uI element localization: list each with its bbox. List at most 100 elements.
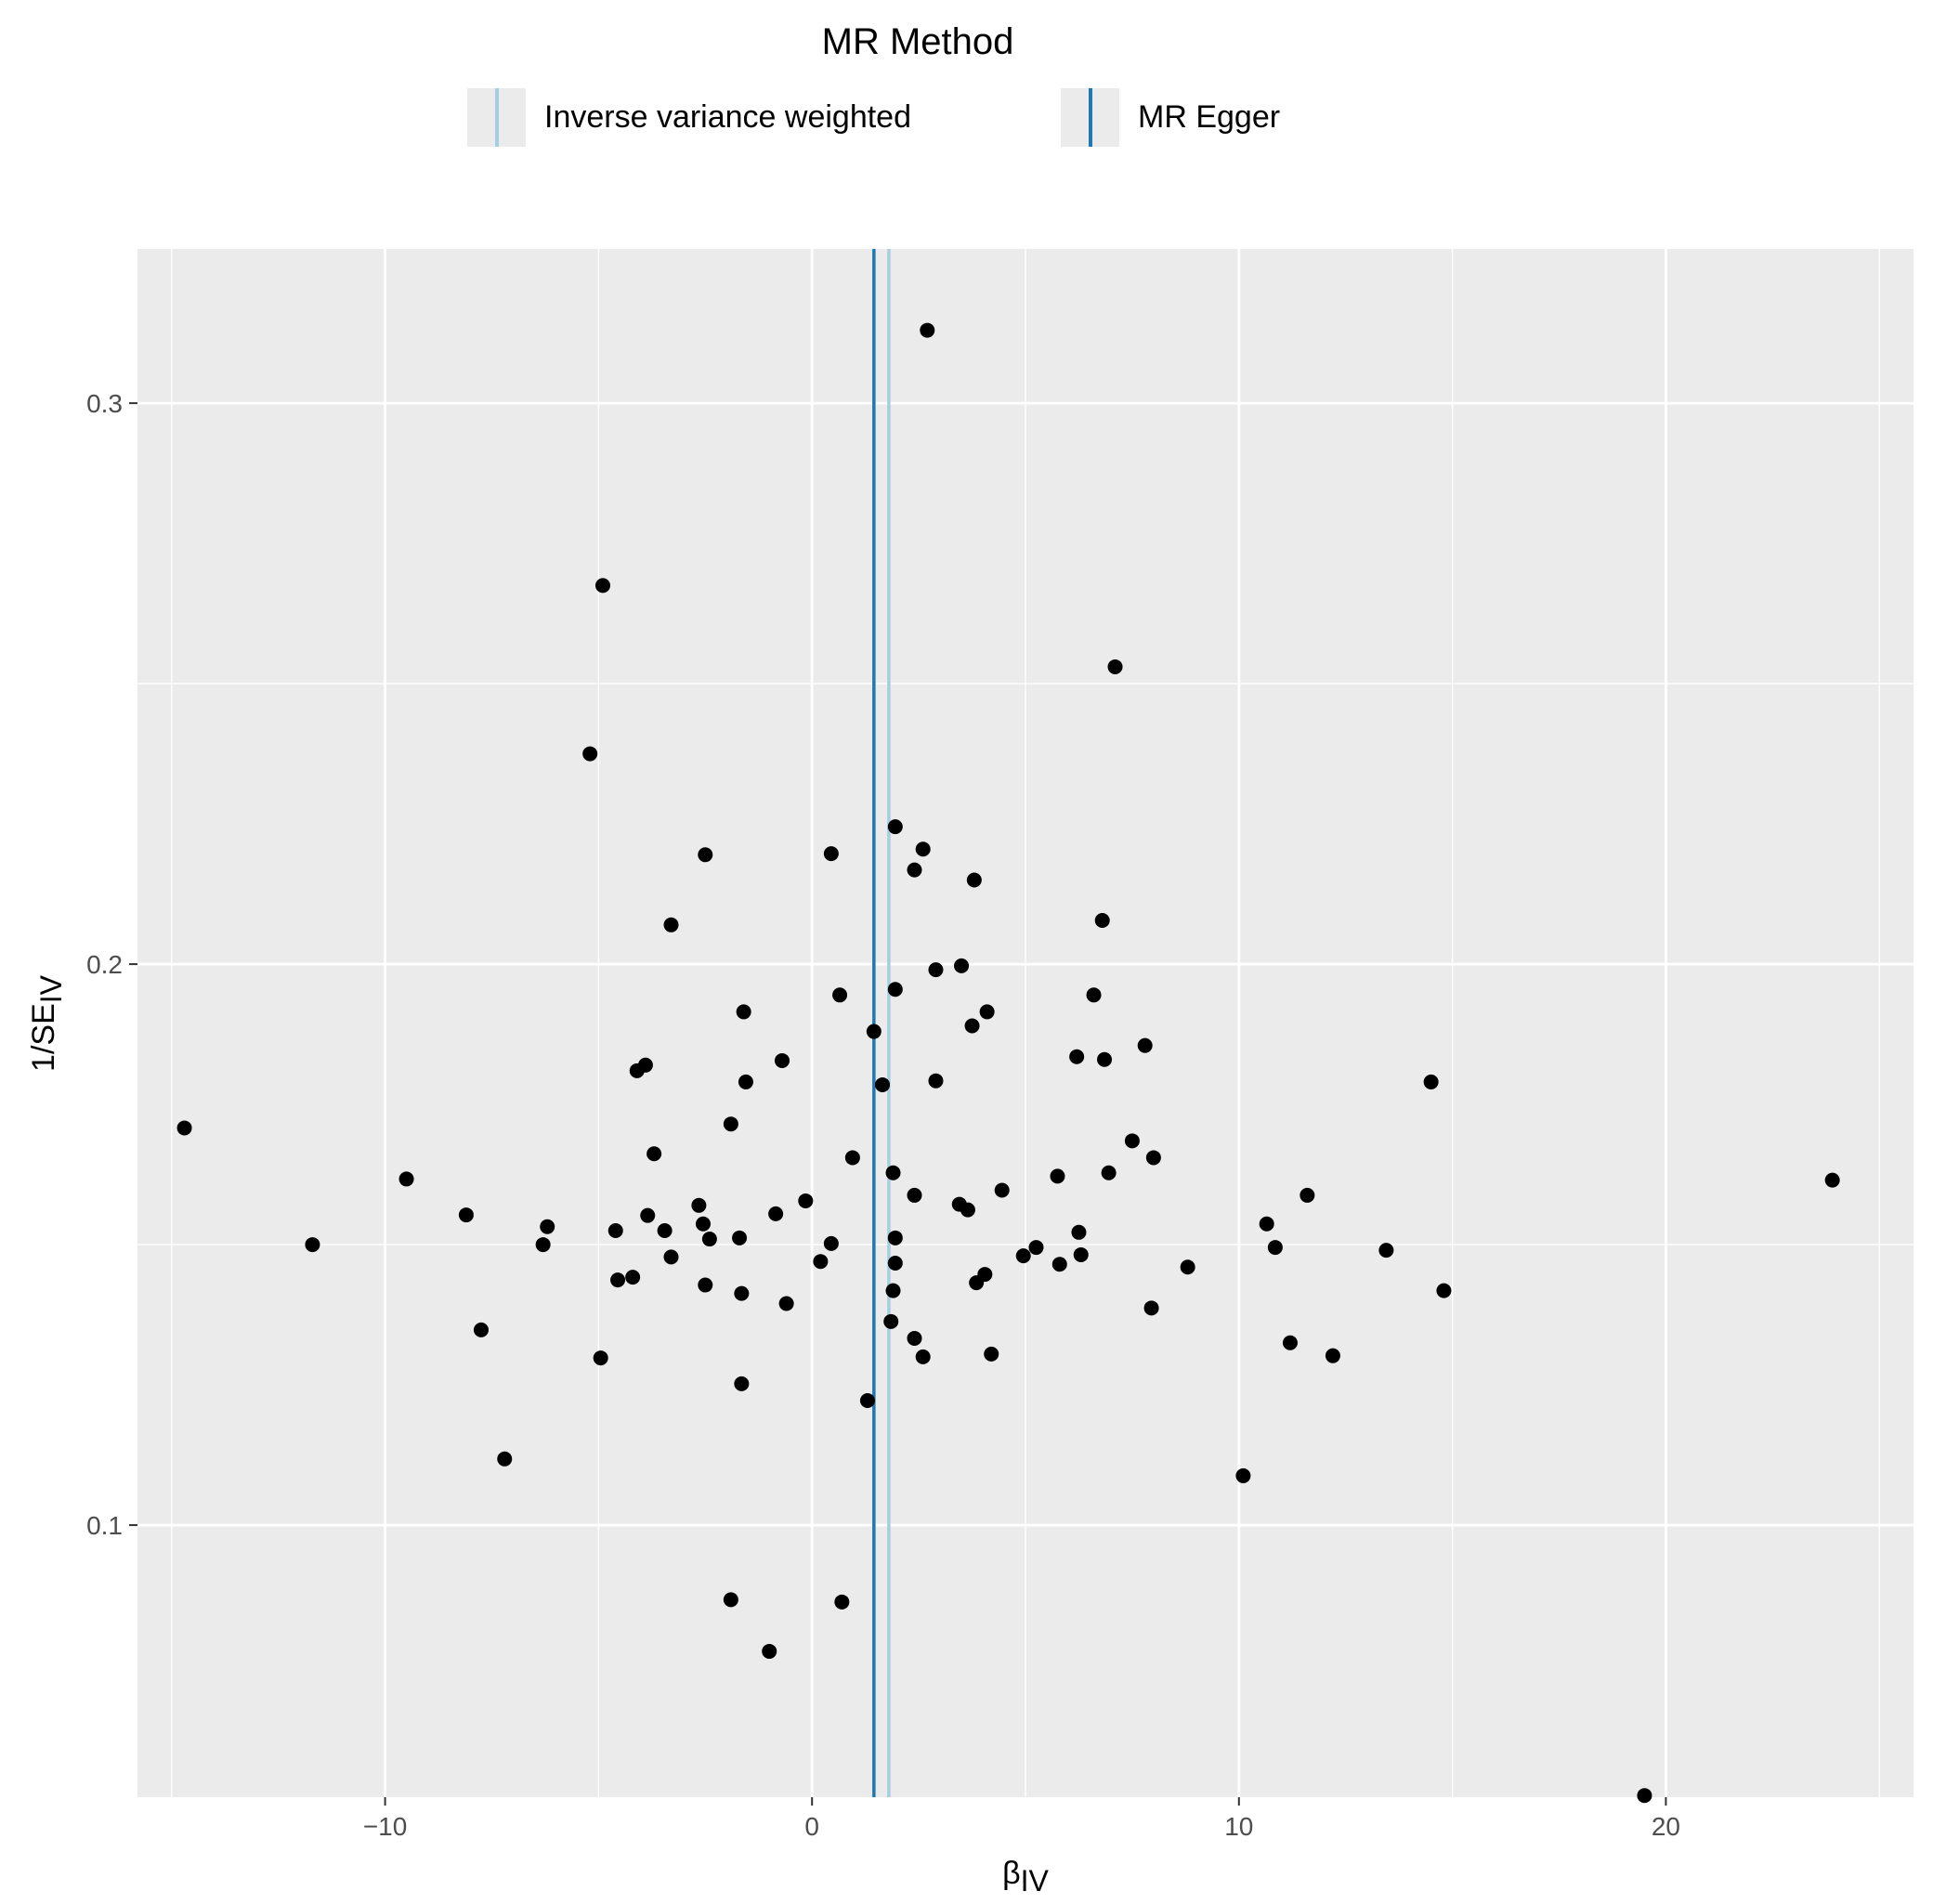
- data-point: [768, 1206, 784, 1221]
- data-point: [1015, 1248, 1031, 1264]
- data-point: [1073, 1246, 1089, 1262]
- data-point: [1094, 912, 1110, 928]
- y-axis-title: 1/SEIV: [26, 974, 68, 1072]
- data-point: [1050, 1168, 1065, 1184]
- data-point: [723, 1592, 738, 1608]
- y-tick-label: 0.2: [86, 950, 123, 979]
- data-point: [907, 862, 922, 878]
- y-axis-title-main: 1/SE: [26, 1003, 61, 1072]
- data-point: [778, 1296, 794, 1311]
- data-point: [657, 1222, 673, 1238]
- data-point: [1259, 1216, 1274, 1232]
- data-point: [994, 1182, 1010, 1198]
- data-point: [964, 1018, 980, 1034]
- data-point: [734, 1376, 750, 1391]
- x-axis: −10 0 10 20: [363, 1797, 1680, 1841]
- data-point: [834, 1594, 850, 1610]
- data-point: [883, 1313, 899, 1329]
- data-point: [1235, 1467, 1251, 1483]
- data-point: [907, 1330, 922, 1346]
- x-tick-label: 10: [1224, 1812, 1253, 1841]
- data-point: [1423, 1074, 1439, 1089]
- data-point: [1282, 1335, 1298, 1350]
- data-point: [497, 1451, 513, 1467]
- data-point: [1267, 1240, 1283, 1256]
- data-point: [535, 1237, 551, 1253]
- data-point: [691, 1197, 707, 1213]
- data-point: [1145, 1150, 1161, 1166]
- data-point: [823, 1235, 839, 1251]
- y-tick-label: 0.1: [86, 1511, 123, 1540]
- data-point: [695, 1216, 711, 1232]
- data-point: [832, 987, 848, 1003]
- data-point: [593, 1350, 608, 1366]
- legend: MR Method Inverse variance weighted MR E…: [467, 21, 1280, 147]
- data-point: [1637, 1788, 1652, 1804]
- data-point: [663, 1249, 679, 1265]
- data-point: [732, 1230, 748, 1245]
- data-point: [1436, 1283, 1452, 1298]
- data-point: [762, 1643, 777, 1659]
- data-point: [1086, 987, 1102, 1003]
- data-point: [798, 1193, 814, 1208]
- data-point: [1137, 1037, 1153, 1053]
- data-point: [915, 1349, 931, 1364]
- data-point: [736, 1004, 751, 1020]
- x-tick-label: 0: [804, 1812, 819, 1841]
- data-point: [582, 746, 598, 762]
- data-point: [813, 1254, 829, 1270]
- data-point: [954, 958, 970, 973]
- method-lines: [872, 249, 891, 1797]
- data-point: [969, 1275, 985, 1291]
- data-point: [663, 917, 679, 932]
- data-point: [1124, 1133, 1140, 1149]
- data-point: [473, 1322, 489, 1337]
- x-axis-title-sub: IV: [1021, 1864, 1050, 1897]
- data-point: [1107, 659, 1123, 674]
- data-point: [1028, 1240, 1044, 1256]
- data-point: [1101, 1165, 1117, 1180]
- data-point: [887, 982, 903, 998]
- data-point: [458, 1207, 474, 1223]
- data-point: [1180, 1259, 1195, 1275]
- data-point: [1378, 1243, 1394, 1258]
- legend-title: MR Method: [822, 21, 1014, 62]
- x-axis-title-main: β: [1002, 1856, 1021, 1891]
- data-point: [398, 1171, 414, 1187]
- data-point: [885, 1283, 901, 1298]
- y-axis: 0.1 0.2 0.3: [86, 389, 137, 1540]
- data-point: [915, 841, 931, 857]
- legend-label-ivw: Inverse variance weighted: [544, 99, 911, 135]
- data-point: [907, 1187, 922, 1203]
- data-point: [647, 1146, 662, 1162]
- data-point: [966, 872, 982, 888]
- data-point: [875, 1076, 891, 1092]
- grid-minor: [137, 249, 1913, 1797]
- data-point: [607, 1222, 623, 1238]
- data-point: [698, 1277, 713, 1293]
- x-axis-title: βIV: [1002, 1856, 1049, 1897]
- data-point: [540, 1219, 555, 1234]
- data-point: [928, 962, 944, 978]
- data-point: [723, 1116, 738, 1132]
- data-point: [1143, 1300, 1159, 1316]
- data-point: [1300, 1187, 1315, 1203]
- data-point: [775, 1052, 790, 1068]
- x-tick-label: 20: [1652, 1812, 1680, 1841]
- x-tick-label: −10: [363, 1812, 408, 1841]
- data-point: [625, 1270, 641, 1285]
- data-point: [844, 1150, 860, 1166]
- data-point: [738, 1074, 753, 1089]
- data-point: [887, 819, 903, 835]
- data-point: [629, 1063, 645, 1078]
- data-point: [823, 846, 839, 862]
- data-point: [928, 1073, 944, 1089]
- data-point: [1097, 1051, 1113, 1067]
- data-point: [1069, 1049, 1085, 1064]
- data-point: [1824, 1172, 1840, 1188]
- data-point: [960, 1202, 975, 1218]
- data-point: [866, 1024, 882, 1039]
- data-point: [1051, 1257, 1067, 1272]
- data-point: [1071, 1224, 1087, 1240]
